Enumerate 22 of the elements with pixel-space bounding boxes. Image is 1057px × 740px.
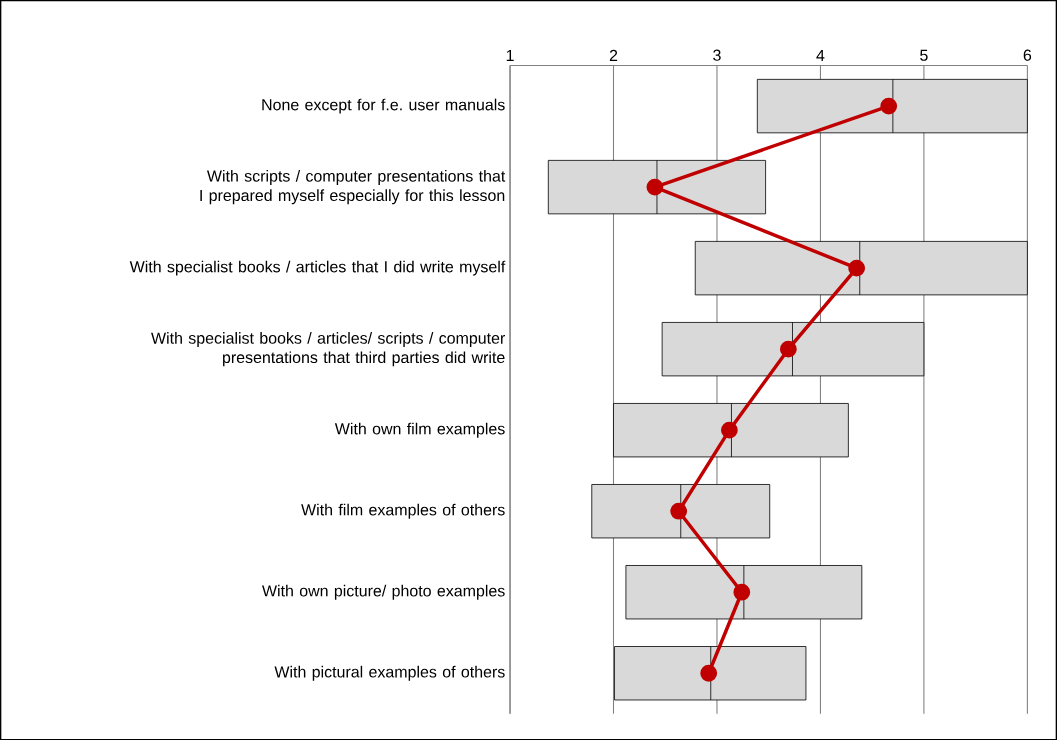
point	[848, 259, 866, 277]
point	[779, 340, 797, 358]
x-tick-label: 4	[816, 49, 825, 61]
y-tick-label: With own film examples	[334, 422, 505, 438]
y-tick-label: With specialist books / articles that I did write myself	[129, 260, 506, 276]
point	[733, 583, 751, 601]
x-tick-label: 1	[506, 49, 514, 61]
point	[700, 664, 718, 682]
x-tick-label: 6	[1023, 49, 1032, 61]
y-tick-label: With pictural examples of others	[274, 665, 505, 681]
point	[721, 421, 738, 439]
x-tick-label: 5	[920, 49, 928, 61]
point	[646, 178, 664, 196]
point	[880, 97, 898, 115]
x-tick-label: 2	[609, 49, 618, 61]
y-tick-label: None except for f.e. user manuals	[262, 98, 505, 114]
y-tick-label: With specialist books / articles/ scripts / computer presentations that third parties did write	[151, 331, 506, 367]
y-tick-label: With film examples of others	[301, 503, 505, 519]
y-tick-label: With scripts / computer presentations that I prepared myself especially for this lesson	[200, 169, 506, 205]
y-tick-label: With own picture/ photo examples	[262, 584, 505, 600]
point	[670, 502, 688, 520]
x-tick-label: 3	[713, 49, 721, 61]
